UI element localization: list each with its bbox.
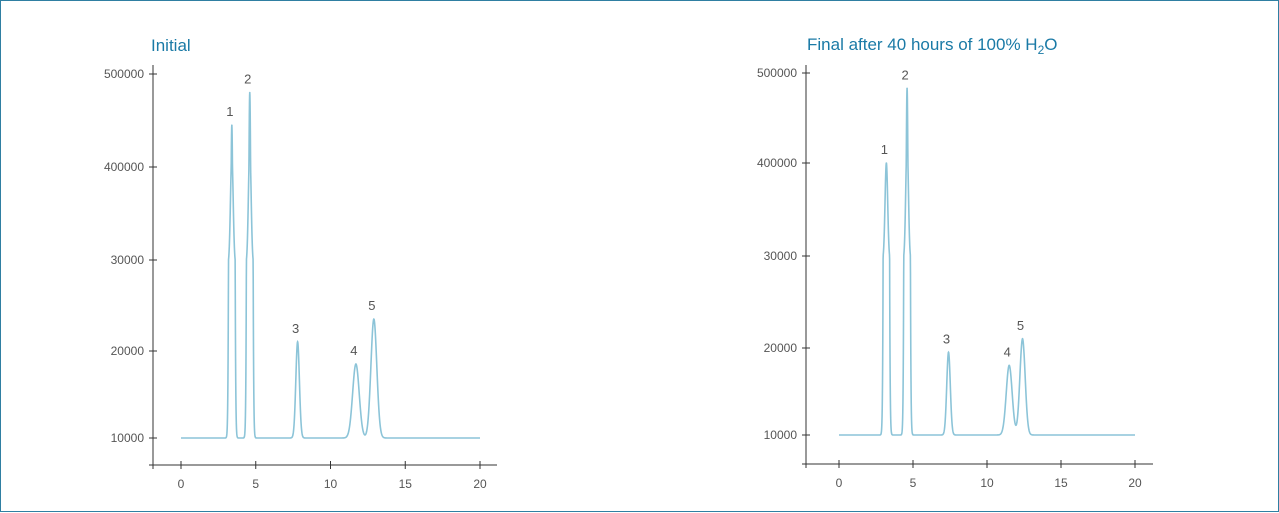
chart2-title-main: Final after 40 hours of 100% H bbox=[807, 35, 1038, 54]
chart1-x-tick-label-1: 5 bbox=[252, 477, 259, 491]
chart1-title-main: Initial bbox=[151, 36, 191, 55]
chart2-x-tick-label-1: 5 bbox=[910, 476, 917, 490]
chart1-y-tick-label-0: 10000 bbox=[111, 431, 145, 445]
chart2-title-tail: O bbox=[1044, 35, 1057, 54]
chart2-title-subscript: 2 bbox=[1038, 43, 1045, 57]
chart2-peak-label-2: 2 bbox=[901, 67, 908, 82]
chart2-y-tick-label-1: 20000 bbox=[764, 341, 798, 355]
chart1-peak-3-apex bbox=[296, 341, 299, 343]
chart1-peak-label-5: 5 bbox=[368, 298, 375, 313]
chart1-y-tick-label-4: 500000 bbox=[104, 67, 144, 81]
chart2-y-tick-label-2: 30000 bbox=[764, 249, 798, 263]
chart1-peak-label-4: 4 bbox=[350, 343, 357, 358]
chart1-x-tick-label-2: 10 bbox=[324, 477, 338, 491]
chart2-y-tick-label-4: 500000 bbox=[757, 66, 797, 80]
chart1-title: Initial bbox=[151, 36, 191, 55]
chart2-peak-5-apex bbox=[1021, 338, 1024, 340]
chart2-y-tick-label-3: 400000 bbox=[757, 156, 797, 170]
chart2-peak-label-1: 1 bbox=[881, 142, 888, 157]
chart1-y-tick-label-2: 30000 bbox=[111, 253, 145, 267]
chart2-peak-1-apex bbox=[885, 162, 888, 164]
chart2-x-tick-label-4: 20 bbox=[1128, 476, 1142, 490]
chart2-peak-2-apex bbox=[906, 87, 908, 90]
chart1-x-tick-label-4: 20 bbox=[473, 477, 487, 491]
chart1-peak-label-2: 2 bbox=[244, 72, 251, 87]
chart1-x-tick-label-0: 0 bbox=[178, 477, 185, 491]
chart1-y-tick-label-3: 400000 bbox=[104, 160, 144, 174]
chart1-peak-5-apex bbox=[373, 318, 375, 320]
chart2-peak-3-apex bbox=[947, 351, 950, 354]
chart1-y-tick-label-1: 20000 bbox=[111, 344, 145, 358]
chart2-chromatogram-trace bbox=[839, 88, 1135, 436]
chart2-peak-label-4: 4 bbox=[1004, 344, 1011, 359]
chart2-title: Final after 40 hours of 100% H2O bbox=[807, 35, 1058, 57]
chart1-peak-2-apex bbox=[248, 91, 251, 94]
chart1-chromatogram-trace bbox=[181, 92, 480, 439]
chart1-x-tick-label-3: 15 bbox=[399, 477, 413, 491]
chart1-peak-1-apex bbox=[231, 124, 233, 126]
chart2-peak-label-5: 5 bbox=[1017, 318, 1024, 333]
chart2-peak-label-3: 3 bbox=[943, 331, 950, 346]
chart2-x-tick-label-0: 0 bbox=[836, 476, 843, 490]
chart1-peak-label-3: 3 bbox=[292, 321, 299, 336]
chart2-peak-4-apex bbox=[1008, 364, 1010, 367]
chart1-peak-4-apex bbox=[355, 363, 357, 365]
chart2-x-tick-label-3: 15 bbox=[1054, 476, 1068, 490]
chart2-y-tick-label-0: 10000 bbox=[764, 428, 798, 442]
chart1-peak-label-1: 1 bbox=[226, 104, 233, 119]
chart2-x-tick-label-2: 10 bbox=[980, 476, 994, 490]
